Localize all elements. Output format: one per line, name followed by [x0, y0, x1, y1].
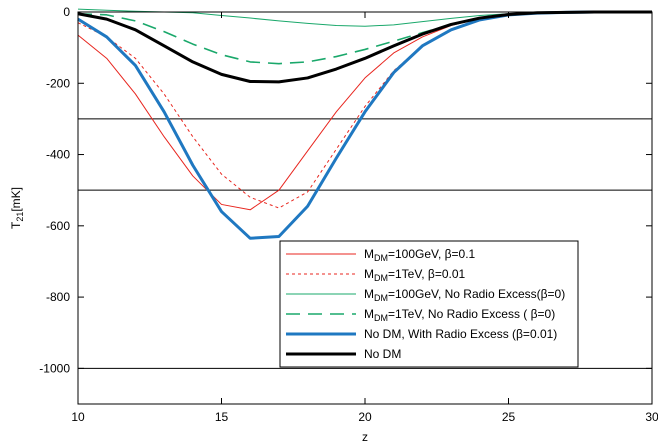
legend-label-rest: =100GeV, No Radio Excess(β=0) — [388, 287, 565, 301]
legend-label-main: M — [364, 287, 374, 301]
y-tick-label: 0 — [63, 5, 70, 19]
y-tick-label: -200 — [46, 76, 70, 90]
y-axis-label-sub: 21 — [15, 212, 25, 222]
y-axis-label: T21[mK] — [9, 187, 25, 229]
axis-ticks — [77, 11, 653, 404]
tick-labels: 10 15 20 25 30 0 -200 -400 -600 -800 -1000 — [39, 5, 658, 424]
legend-label-3: MDM=100GeV, No Radio Excess(β=0) — [364, 287, 565, 303]
series-line-6 — [77, 10, 652, 84]
x-tick-label: 25 — [502, 410, 516, 424]
x-tick-label: 20 — [358, 410, 372, 424]
legend-label-rest: =100GeV, β=0.1 — [388, 247, 476, 261]
reference-lines — [78, 118, 652, 369]
x-axis-label: z — [362, 430, 368, 444]
y-axis-label-rest: [mK] — [9, 187, 23, 212]
series-lines — [77, 8, 652, 240]
legend-label-2: MDM=1TeV, β=0.01 — [364, 267, 466, 283]
series-line-2 — [77, 11, 652, 209]
legend-label-1: MDM=100GeV, β=0.1 — [364, 247, 476, 263]
legend-box — [279, 240, 579, 368]
y-tick-label: -800 — [46, 290, 70, 304]
y-tick-label: -400 — [46, 148, 70, 162]
x-tick-label: 30 — [645, 410, 658, 424]
y-tick-label: -600 — [46, 219, 70, 233]
legend-label-main: No DM — [364, 347, 401, 361]
legend-label-main: M — [364, 247, 374, 261]
legend-label-rest: =1TeV, No Radio Excess ( β=0) — [388, 307, 555, 321]
legend-label-main: No DM, With Radio Excess (β=0.01) — [364, 327, 557, 341]
legend-label-sub: DM — [374, 273, 388, 283]
legend-label-4: MDM=1TeV, No Radio Excess ( β=0) — [364, 307, 555, 323]
legend-label-5: No DM, With Radio Excess (β=0.01) — [364, 327, 557, 341]
y-axis-label-main: T — [9, 221, 23, 229]
legend-label-6: No DM — [364, 347, 401, 361]
y-tick-label: -1000 — [39, 361, 70, 375]
legend-label-rest: =1TeV, β=0.01 — [388, 267, 466, 281]
x-tick-label: 10 — [71, 410, 85, 424]
legend-label-main: M — [364, 307, 374, 321]
series-line-4 — [77, 11, 652, 65]
legend-label-sub: DM — [374, 253, 388, 263]
legend-label-sub: DM — [374, 313, 388, 323]
x-tick-label: 15 — [215, 410, 229, 424]
legend-label-sub: DM — [374, 293, 388, 303]
legend-label-main: M — [364, 267, 374, 281]
